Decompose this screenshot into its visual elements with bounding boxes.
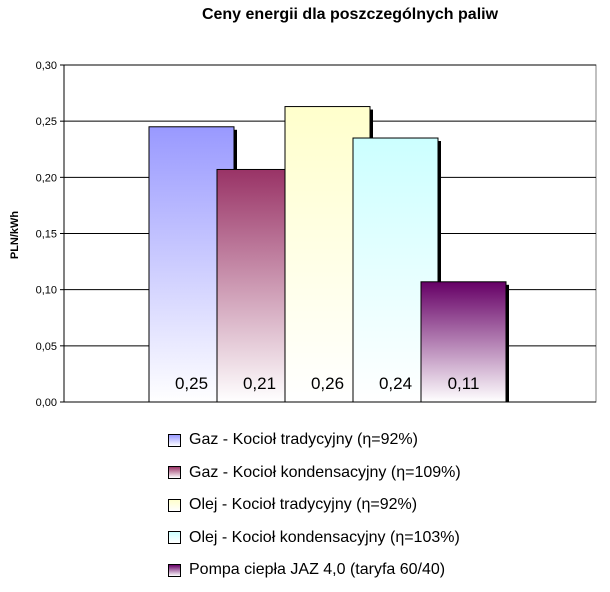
legend-item: Pompa ciepła JAZ 4,0 (taryfa 60/40) <box>168 554 461 587</box>
legend-item: Gaz - Kocioł kondensacyjny (η=109%) <box>168 457 461 490</box>
data-label: 0,21 <box>243 374 276 393</box>
y-tick-label: 0,20 <box>36 172 57 184</box>
y-tick-label: 0,25 <box>36 116 57 128</box>
data-label: 0,25 <box>175 374 208 393</box>
y-tick-label: 0,30 <box>36 60 57 72</box>
legend: Gaz - Kocioł tradycyjny (η=92%) Gaz - Koc… <box>168 424 461 587</box>
legend-label: Gaz - Kocioł kondensacyjny (η=109%) <box>189 463 461 481</box>
y-tick-label: 0,15 <box>36 229 57 241</box>
y-axis-label: PLN/kWh <box>9 211 21 260</box>
legend-label: Pompa ciepła JAZ 4,0 (taryfa 60/40) <box>189 561 446 579</box>
data-label: 0,26 <box>311 374 344 393</box>
y-tick-label: 0,00 <box>36 397 57 409</box>
legend-item: Gaz - Kocioł tradycyjny (η=92%) <box>168 424 461 457</box>
legend-swatch <box>168 466 181 480</box>
data-label: 0,11 <box>448 374 480 393</box>
legend-label: Gaz - Kocioł tradycyjny (η=92%) <box>189 431 418 449</box>
chart-title: Ceny energii dla poszczególnych paliw <box>201 6 499 23</box>
legend-item: Olej - Kocioł tradycyjny (η=92%) <box>168 489 461 522</box>
data-label: 0,24 <box>379 374 412 393</box>
legend-swatch <box>168 563 181 577</box>
legend-swatch <box>168 531 181 545</box>
legend-label: Olej - Kocioł kondensacyjny (η=103%) <box>189 528 460 546</box>
legend-swatch <box>168 433 181 447</box>
legend-label: Olej - Kocioł tradycyjny (η=92%) <box>189 496 418 514</box>
y-tick-label: 0,05 <box>36 341 57 353</box>
legend-item: Olej - Kocioł kondensacyjny (η=103%) <box>168 522 461 555</box>
y-tick-label: 0,10 <box>36 285 57 297</box>
bar <box>420 281 507 403</box>
legend-swatch <box>168 498 181 512</box>
